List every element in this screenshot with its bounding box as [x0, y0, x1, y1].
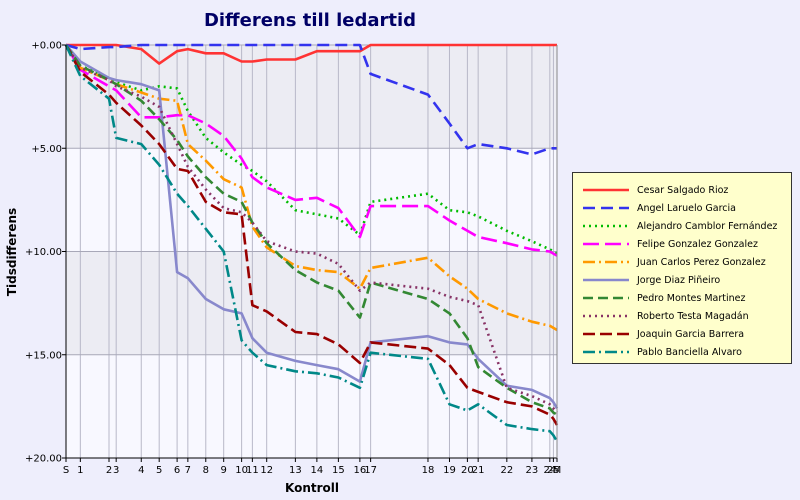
x-tick-label: 19: [443, 465, 456, 476]
x-tick-label: 21: [472, 465, 485, 476]
x-tick-label: 11: [246, 465, 259, 476]
series-line-7: [64, 44, 558, 416]
legend-swatch: [583, 296, 629, 300]
series-line-4: [64, 44, 558, 257]
legend-item: Joaquin Garcia Barrera: [581, 325, 744, 343]
series-line-1: [66, 43, 557, 65]
series-line-2: [65, 43, 557, 156]
x-tick-label: M: [553, 465, 562, 476]
legend-label: Juan Carlos Perez Gonzalez: [637, 256, 766, 268]
legend-label: Jorge Diaz Piñeiro: [637, 274, 721, 286]
legend-item: Roberto Testa Magadán: [581, 307, 749, 325]
x-tick-label: 13: [289, 465, 302, 476]
legend-swatch: [583, 314, 629, 318]
y-axis-label: Tidsdifferens: [5, 208, 19, 296]
legend-label: Joaquin Garcia Barrera: [637, 328, 745, 340]
shaded-band-0: [66, 45, 557, 149]
x-tick-label: 6: [174, 465, 180, 476]
series-line-9: [64, 44, 559, 426]
legend-item: Alejandro Camblor Fernández: [581, 217, 777, 235]
legend-label: Felipe Gonzalez Gonzalez: [637, 238, 758, 250]
legend-swatch: [583, 188, 629, 192]
y-tick-label: +0.00: [31, 41, 62, 52]
x-tick-label: 22: [500, 465, 513, 476]
x-tick-label: 14: [311, 465, 324, 476]
legend-swatch: [583, 224, 629, 228]
legend-item: Angel Laruelo Garcia: [581, 199, 736, 217]
x-tick-label: 17: [364, 465, 377, 476]
legend-label: Pedro Montes Martinez: [637, 292, 746, 304]
x-tick-label: 24: [543, 465, 556, 476]
x-tick-label: 2: [106, 465, 112, 476]
y-tick-label: +10.00: [25, 247, 62, 258]
x-tick-label: 12: [260, 465, 273, 476]
legend-swatch: [583, 242, 629, 246]
legend-item: Pedro Montes Martinez: [581, 289, 746, 307]
x-tick-label: 20: [461, 465, 474, 476]
legend-swatch: [583, 260, 629, 264]
x-axis-label: Kontroll: [285, 481, 339, 495]
y-tick-label: +20.00: [25, 454, 62, 465]
legend-label: Cesar Salgado Rioz: [637, 184, 729, 196]
x-tick-label: 7: [185, 465, 191, 476]
y-tick-label: +15.00: [25, 350, 62, 361]
legend-item: Pablo Banciella Alvaro: [581, 343, 742, 361]
x-tick-label: 10: [235, 465, 248, 476]
y-tick-labels: +0.00 +5.00 +10.00 +15.00 +20.00: [25, 41, 66, 465]
series-lines: [64, 43, 559, 443]
x-tick-label: 16: [354, 465, 367, 476]
x-tick-label: 8: [203, 465, 209, 476]
legend-swatch: [583, 278, 629, 282]
x-tick-label: 18: [422, 465, 435, 476]
legend-swatch: [583, 350, 629, 354]
legend-swatch: [583, 332, 629, 336]
x-tick-label: S: [63, 465, 69, 476]
y-tick-label: +5.00: [31, 144, 62, 155]
x-tick-label: 9: [221, 465, 227, 476]
legend-item: Cesar Salgado Rioz: [581, 181, 728, 199]
legend-item: Felipe Gonzalez Gonzalez: [581, 235, 758, 253]
shaded-band-1: [66, 251, 557, 355]
legend-swatch: [583, 206, 629, 210]
legend-item: Juan Carlos Perez Gonzalez: [581, 253, 766, 271]
series-line-5: [64, 44, 558, 332]
x-tick-label: 1: [77, 465, 83, 476]
x-tick-label: 4: [138, 465, 144, 476]
legend-label: Pablo Banciella Alvaro: [637, 346, 742, 358]
series-line-3: [64, 44, 558, 255]
x-tick-label: 23: [526, 465, 539, 476]
legend-label: Angel Laruelo Garcia: [637, 202, 736, 214]
legend-label: Roberto Testa Magadán: [637, 310, 749, 322]
chart-legend: Cesar Salgado Rioz Angel Laruelo Garcia Al…: [572, 172, 792, 364]
legend-item: Jorge Diaz Piñeiro: [581, 271, 720, 289]
chart-title: Differens till ledartid: [204, 10, 416, 31]
series-line-10: [64, 44, 559, 443]
x-tick-label: 15: [332, 465, 345, 476]
x-tick-label: 25: [547, 465, 560, 476]
legend-label: Alejandro Camblor Fernández: [637, 220, 778, 232]
x-tick-label: 5: [156, 465, 162, 476]
series-line-6: [65, 44, 559, 410]
x-tick-label: 3: [113, 465, 119, 476]
